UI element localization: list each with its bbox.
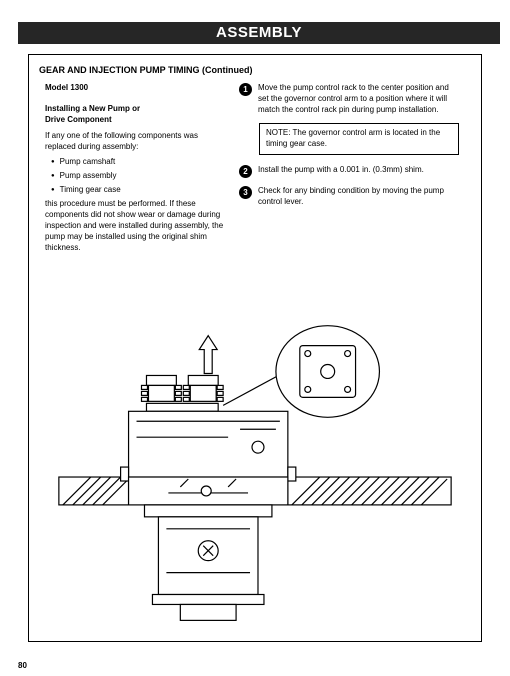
list-item: Pump camshaft — [51, 157, 225, 168]
step: 3 Check for any binding condition by mov… — [239, 186, 459, 208]
header-title: ASSEMBLY — [216, 24, 302, 41]
step-text: Install the pump with a 0.001 in. (0.3mm… — [258, 165, 459, 178]
note-box: NOTE: The governor control arm is locate… — [259, 123, 459, 155]
page-number: 80 — [18, 661, 27, 670]
right-column: 1 Move the pump control rack to the cent… — [239, 83, 459, 257]
step-text: Check for any binding condition by movin… — [258, 186, 459, 208]
model-heading: Model 1300 — [45, 83, 225, 94]
step: 2 Install the pump with a 0.001 in. (0.3… — [239, 165, 459, 178]
columns: Model 1300 Installing a New Pump or Driv… — [29, 75, 481, 257]
left-column: Model 1300 Installing a New Pump or Driv… — [45, 83, 225, 257]
list-item: Timing gear case — [51, 185, 225, 196]
header-bar: ASSEMBLY — [18, 22, 500, 44]
step-text: Move the pump control rack to the center… — [258, 83, 459, 115]
followup-para: this procedure must be performed. If the… — [45, 199, 225, 253]
pump-diagram — [29, 317, 481, 647]
pump-body — [121, 375, 296, 620]
step-number-badge: 2 — [239, 165, 252, 178]
step: 1 Move the pump control rack to the cent… — [239, 83, 459, 115]
flange-callout — [276, 326, 380, 418]
content-frame: GEAR AND INJECTION PUMP TIMING (Continue… — [28, 54, 482, 642]
list-item: Pump assembly — [51, 171, 225, 182]
arrow-icon — [199, 336, 217, 374]
bullet-list: Pump camshaft Pump assembly Timing gear … — [45, 157, 225, 195]
section-title: GEAR AND INJECTION PUMP TIMING (Continue… — [29, 55, 481, 75]
intro-para: If any one of the following components w… — [45, 131, 225, 153]
sub-heading: Installing a New Pump or Drive Component — [45, 104, 225, 126]
step-number-badge: 1 — [239, 83, 252, 96]
step-number-badge: 3 — [239, 186, 252, 199]
